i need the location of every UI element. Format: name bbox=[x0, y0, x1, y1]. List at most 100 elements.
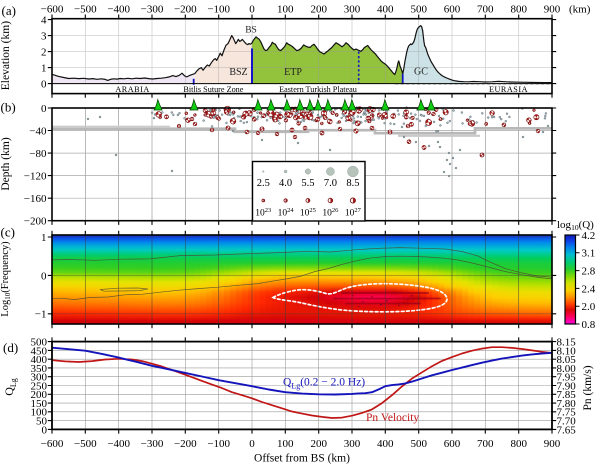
svg-text:BS: BS bbox=[245, 26, 257, 36]
svg-text:100: 100 bbox=[277, 4, 294, 16]
svg-text:(a): (a) bbox=[2, 3, 16, 18]
svg-text:Log10(Frequency): Log10(Frequency) bbox=[0, 241, 12, 317]
svg-text:Pn Velocity: Pn Velocity bbox=[366, 412, 419, 424]
svg-text:−400: −400 bbox=[107, 438, 130, 450]
svg-text:0: 0 bbox=[42, 424, 48, 436]
svg-text:450: 450 bbox=[31, 345, 48, 357]
svg-text:−120: −120 bbox=[24, 171, 47, 183]
svg-text:−80: −80 bbox=[29, 148, 47, 160]
svg-text:200: 200 bbox=[310, 4, 327, 16]
svg-text:100: 100 bbox=[31, 407, 48, 419]
svg-text:7.75: 7.75 bbox=[557, 407, 577, 419]
svg-text:−300: −300 bbox=[141, 4, 164, 16]
svg-text:−600: −600 bbox=[41, 4, 64, 16]
svg-text:(c): (c) bbox=[1, 225, 15, 240]
svg-text:8.5: 8.5 bbox=[346, 178, 359, 189]
svg-text:300: 300 bbox=[344, 4, 361, 16]
svg-text:900: 900 bbox=[544, 4, 561, 16]
svg-text:8.15: 8.15 bbox=[557, 337, 577, 349]
svg-text:600: 600 bbox=[444, 438, 461, 450]
svg-text:7.80: 7.80 bbox=[557, 398, 577, 410]
svg-text:0: 0 bbox=[249, 4, 255, 16]
svg-text:7.65: 7.65 bbox=[557, 424, 577, 436]
svg-text:200: 200 bbox=[31, 389, 48, 401]
svg-text:2.5: 2.5 bbox=[257, 178, 270, 189]
svg-text:3.1: 3.1 bbox=[582, 248, 596, 260]
svg-text:400: 400 bbox=[377, 438, 394, 450]
svg-text:1023: 1023 bbox=[255, 207, 271, 219]
svg-text:−100: −100 bbox=[207, 4, 230, 16]
svg-text:2: 2 bbox=[41, 47, 47, 59]
svg-text:500: 500 bbox=[410, 4, 427, 16]
svg-text:7.70: 7.70 bbox=[557, 416, 577, 428]
svg-text:−200: −200 bbox=[24, 216, 47, 228]
svg-text:Eastern Turkish Plateau: Eastern Turkish Plateau bbox=[279, 85, 357, 94]
svg-text:−300: −300 bbox=[141, 438, 164, 450]
svg-text:−500: −500 bbox=[74, 4, 97, 16]
svg-text:Depth (km): Depth (km) bbox=[0, 137, 12, 191]
svg-text:QLg(0.2 − 2.0 Hz): QLg(0.2 − 2.0 Hz) bbox=[283, 377, 365, 391]
svg-text:1: 1 bbox=[41, 232, 47, 244]
svg-text:3: 3 bbox=[41, 31, 47, 43]
svg-text:0: 0 bbox=[41, 79, 47, 91]
svg-text:0: 0 bbox=[41, 270, 47, 282]
svg-text:250: 250 bbox=[31, 380, 48, 392]
svg-text:7.90: 7.90 bbox=[557, 380, 577, 392]
svg-text:EURASIA: EURASIA bbox=[489, 85, 528, 94]
svg-text:4: 4 bbox=[41, 15, 47, 27]
svg-text:1027: 1027 bbox=[345, 207, 362, 219]
svg-text:1026: 1026 bbox=[322, 207, 339, 219]
svg-text:−600: −600 bbox=[41, 438, 64, 450]
svg-text:GC: GC bbox=[414, 67, 428, 78]
svg-text:−400: −400 bbox=[107, 4, 130, 16]
svg-text:7.95: 7.95 bbox=[557, 372, 577, 384]
svg-text:300: 300 bbox=[344, 438, 361, 450]
svg-text:4.0: 4.0 bbox=[279, 178, 292, 189]
svg-text:ETP: ETP bbox=[284, 67, 302, 78]
svg-text:−500: −500 bbox=[74, 438, 97, 450]
svg-text:4.2: 4.2 bbox=[582, 230, 596, 242]
svg-text:150: 150 bbox=[31, 398, 48, 410]
svg-text:500: 500 bbox=[31, 337, 48, 349]
svg-text:0: 0 bbox=[249, 438, 255, 450]
svg-text:1: 1 bbox=[41, 63, 47, 75]
svg-text:(km): (km) bbox=[569, 4, 591, 16]
svg-text:Elevation (km): Elevation (km) bbox=[0, 21, 12, 90]
svg-text:0.8: 0.8 bbox=[582, 319, 596, 331]
svg-text:800: 800 bbox=[510, 438, 527, 450]
svg-text:−200: −200 bbox=[174, 438, 197, 450]
svg-text:100: 100 bbox=[277, 438, 294, 450]
svg-text:900: 900 bbox=[544, 438, 561, 450]
svg-text:(d): (d) bbox=[3, 340, 18, 355]
svg-text:BSZ: BSZ bbox=[229, 67, 247, 78]
svg-text:300: 300 bbox=[31, 372, 48, 384]
svg-text:50: 50 bbox=[36, 416, 48, 428]
svg-text:(b): (b) bbox=[1, 100, 16, 115]
svg-text:7.85: 7.85 bbox=[557, 389, 577, 401]
svg-text:−1: −1 bbox=[35, 309, 47, 321]
svg-text:2.8: 2.8 bbox=[582, 266, 596, 278]
svg-text:500: 500 bbox=[410, 438, 427, 450]
svg-text:700: 700 bbox=[477, 438, 494, 450]
svg-text:7.0: 7.0 bbox=[324, 178, 337, 189]
svg-text:700: 700 bbox=[477, 4, 494, 16]
svg-text:log10(Q): log10(Q) bbox=[557, 219, 594, 232]
svg-text:8.00: 8.00 bbox=[557, 363, 577, 375]
svg-text:2.0: 2.0 bbox=[582, 301, 596, 313]
svg-text:800: 800 bbox=[510, 4, 527, 16]
svg-text:8.05: 8.05 bbox=[557, 354, 577, 366]
svg-text:350: 350 bbox=[31, 363, 48, 375]
svg-text:0: 0 bbox=[41, 103, 47, 115]
svg-text:ARABIA: ARABIA bbox=[115, 85, 149, 94]
svg-text:600: 600 bbox=[444, 4, 461, 16]
svg-text:400: 400 bbox=[31, 354, 48, 366]
svg-text:5.5: 5.5 bbox=[301, 178, 314, 189]
svg-text:8.10: 8.10 bbox=[557, 345, 577, 357]
svg-text:Offset from BS (km): Offset from BS (km) bbox=[254, 453, 350, 465]
svg-text:Pn (km/s): Pn (km/s) bbox=[582, 365, 594, 410]
svg-text:−160: −160 bbox=[24, 193, 47, 205]
svg-text:400: 400 bbox=[377, 4, 394, 16]
svg-text:−40: −40 bbox=[29, 125, 47, 137]
svg-text:1025: 1025 bbox=[300, 207, 316, 219]
svg-text:200: 200 bbox=[310, 438, 327, 450]
